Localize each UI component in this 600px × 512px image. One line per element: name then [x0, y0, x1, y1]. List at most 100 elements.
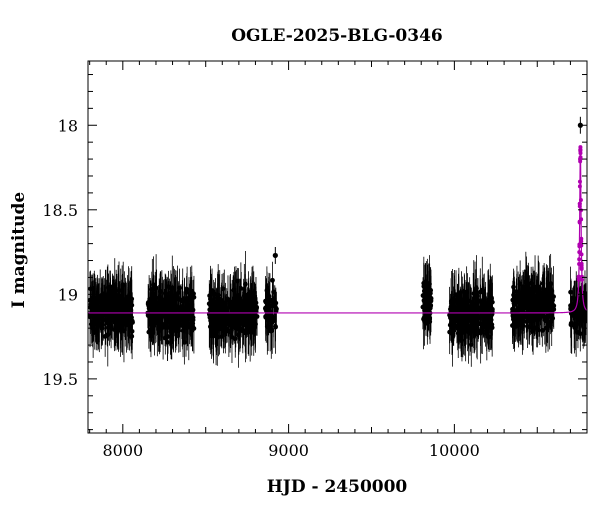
data-point	[578, 156, 583, 161]
data-point	[422, 319, 427, 325]
x-tick-label: 9000	[268, 441, 309, 460]
data-point	[576, 274, 581, 279]
data-point	[478, 328, 483, 334]
data-point	[234, 278, 240, 284]
data-point	[460, 305, 466, 311]
y-tick-label: 18	[58, 116, 78, 135]
data-point	[173, 327, 179, 332]
data-point	[486, 318, 491, 324]
data-point	[207, 307, 213, 313]
data-point	[513, 308, 519, 313]
data-point	[268, 315, 274, 321]
data-point	[217, 298, 223, 303]
x-axis-label: HJD - 2450000	[267, 477, 408, 497]
data-point	[123, 297, 129, 303]
observing-season	[262, 261, 279, 359]
observing-season	[145, 254, 197, 365]
data-point	[189, 294, 195, 300]
data-point	[579, 266, 584, 271]
data-point	[540, 294, 545, 300]
data-point	[549, 311, 555, 317]
data-point	[119, 326, 125, 332]
data-point	[421, 298, 427, 303]
data-point	[550, 315, 556, 321]
data-point	[239, 313, 245, 319]
data-point	[165, 334, 171, 339]
data-point	[428, 298, 434, 304]
data-point	[577, 179, 582, 184]
data-point	[579, 252, 584, 257]
data-point	[115, 324, 121, 330]
data-point	[578, 147, 583, 152]
data-point	[99, 299, 105, 305]
observing-season	[510, 251, 557, 355]
data-point	[535, 288, 541, 293]
data-point	[246, 315, 252, 321]
data-point	[577, 184, 582, 189]
data-point	[168, 297, 174, 302]
data-point	[180, 314, 186, 320]
data-point	[577, 257, 582, 262]
data-point	[214, 318, 219, 324]
plot-frame	[87, 60, 588, 434]
data-point	[271, 296, 277, 302]
data-point	[425, 290, 430, 296]
data-point	[467, 331, 473, 336]
data-point	[98, 315, 104, 321]
data-point	[107, 302, 113, 308]
data-point	[544, 297, 549, 302]
data-point	[268, 328, 274, 334]
data-point	[90, 325, 96, 331]
data-point	[450, 298, 455, 304]
data-point	[148, 333, 154, 339]
data-point	[111, 311, 117, 317]
data-point	[156, 304, 161, 310]
data-point	[578, 151, 583, 156]
observing-season	[420, 255, 434, 350]
data-point	[214, 334, 220, 340]
data-point	[512, 297, 517, 303]
data-point	[91, 315, 96, 320]
y-tick-label: 18.5	[42, 201, 78, 220]
data-point	[536, 302, 542, 308]
data-point	[471, 326, 477, 332]
data-point	[577, 219, 582, 224]
data-point	[540, 281, 546, 286]
data-point	[174, 293, 180, 299]
data-point	[531, 306, 537, 311]
data-point	[218, 324, 224, 330]
data-point	[176, 319, 182, 325]
model-curve	[88, 150, 587, 314]
data-point	[230, 321, 236, 327]
data-point	[580, 277, 585, 282]
data-point	[539, 327, 545, 333]
data-point	[158, 289, 164, 294]
data-point	[177, 285, 182, 291]
data-point	[211, 328, 216, 333]
data-point	[226, 320, 231, 326]
data-point	[223, 308, 229, 313]
data-point	[166, 301, 172, 307]
data-point	[452, 305, 458, 310]
data-point	[128, 300, 133, 306]
data-point	[527, 298, 533, 304]
data-point	[455, 296, 460, 301]
data-point	[146, 313, 152, 319]
data-point	[184, 289, 190, 295]
data-point	[265, 302, 271, 308]
observing-season	[447, 255, 495, 367]
data-point	[568, 322, 574, 328]
y-tick-label: 19.5	[42, 370, 78, 389]
data-point	[274, 306, 279, 312]
data-point	[524, 285, 530, 291]
data-point	[121, 317, 127, 322]
data-point	[551, 303, 557, 309]
data-point	[471, 291, 477, 297]
data-point	[447, 329, 453, 335]
data-point	[129, 328, 135, 334]
x-tick-label: 10000	[429, 441, 480, 460]
data-point	[273, 324, 278, 330]
data-point	[250, 324, 256, 330]
data-point	[577, 201, 582, 206]
data-point	[163, 290, 169, 296]
